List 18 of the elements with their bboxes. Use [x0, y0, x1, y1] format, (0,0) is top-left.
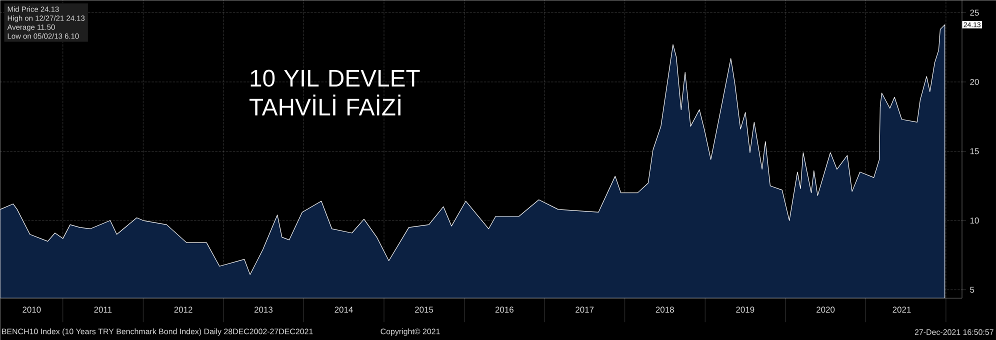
- y-tick-label: 10: [970, 217, 979, 224]
- x-tick-label: 2017: [576, 306, 594, 313]
- x-tick-label: 2014: [334, 306, 353, 313]
- y-tick-label: 25: [970, 10, 979, 16]
- text: 10 YIL DEVLET TAHVİLİ FAİZİ: [250, 70, 420, 116]
- x-tick-label: 2018: [656, 306, 674, 313]
- y-tick-label: 20: [970, 78, 979, 85]
- x-tick-label: 2016: [495, 306, 514, 313]
- x-tick-label: 2013: [254, 306, 273, 313]
- x-tick-label: 2020: [816, 306, 835, 313]
- y-tick-label: 15: [970, 148, 979, 154]
- x-tick-label: 2010: [22, 306, 41, 313]
- x-tick-label: 2019: [736, 306, 754, 313]
- y-tick-label: 5: [970, 286, 974, 293]
- x-tick-label: 2011: [94, 306, 112, 313]
- x-tick-label: 2021: [892, 306, 911, 313]
- x-tick-label: 2012: [174, 306, 192, 313]
- x-tick-label: 2015: [415, 306, 434, 313]
